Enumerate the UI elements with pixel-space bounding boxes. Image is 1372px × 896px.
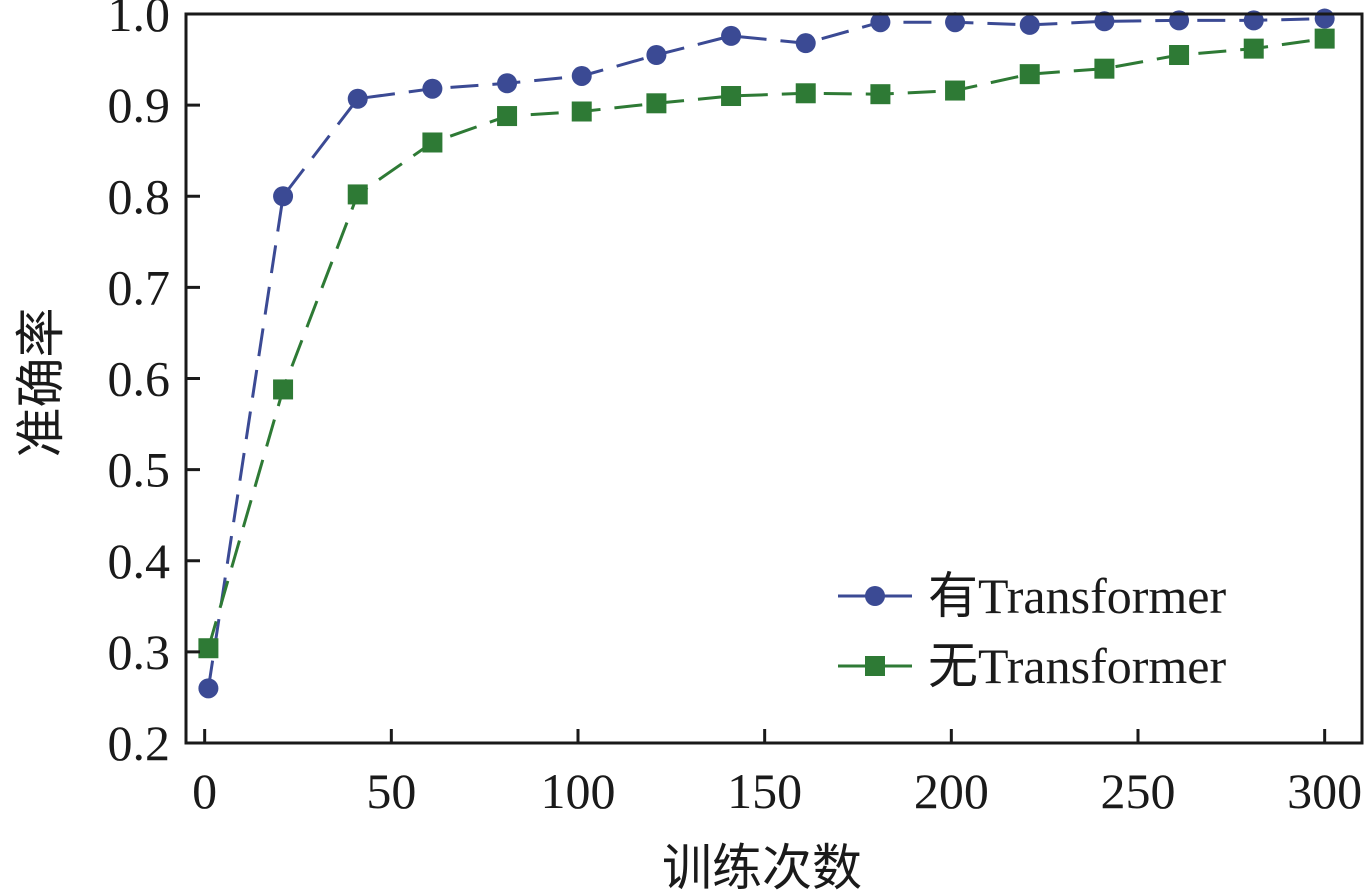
x-tick-label: 200 [914,763,989,819]
y-tick-label: 0.2 [108,715,171,771]
data-point [945,12,966,33]
data-point [1169,45,1190,66]
legend-marker [865,586,885,606]
legend-item: 有Transformer [838,568,1226,624]
series-2 [198,28,1335,659]
y-tick-label: 0.9 [108,77,171,133]
legend: 有Transformer 无Transformer [838,568,1226,694]
y-tick-label: 0.6 [108,351,171,407]
y-tick-label: 0.4 [108,533,171,589]
data-point [945,80,966,101]
data-point [571,65,592,86]
y-tick-label: 1.0 [108,0,171,42]
y-tick-label: 0.3 [108,624,171,680]
data-point [347,184,368,205]
x-axis-title: 训练次数 [662,839,862,896]
x-axis-tick-labels: 0 50 100 150 200 250 300 [192,763,1362,819]
x-tick-label: 0 [192,763,217,819]
data-point [273,379,294,400]
y-tick-label: 0.5 [108,442,171,498]
data-point [1019,64,1040,85]
legend-marker [865,656,885,676]
data-point [795,33,816,54]
plot-frame [184,12,1364,745]
data-point [497,106,518,127]
legend-label: 有Transformer [928,568,1226,624]
data-point [870,12,891,33]
series-1 [198,8,1335,699]
data-point [721,25,742,46]
data-point [721,86,742,107]
x-tick-label: 100 [541,763,616,819]
data-point [1314,8,1335,29]
y-axis-tick-labels: 0.2 0.3 0.4 0.5 0.6 0.7 0.8 0.9 1.0 [108,0,171,771]
x-tick-label: 50 [366,763,416,819]
y-tick-label: 0.8 [108,168,171,224]
data-point [646,45,667,66]
legend-label: 无Transformer [928,638,1226,694]
data-point [198,638,219,659]
data-point [1314,28,1335,49]
series-line [206,37,1325,649]
data-point [1094,58,1115,79]
data-point [198,678,219,699]
data-point [795,83,816,104]
y-tick-label: 0.7 [108,259,171,315]
data-point [1019,14,1040,35]
data-point [870,84,891,105]
data-point [273,186,294,207]
data-point [347,88,368,109]
legend-item: 无Transformer [838,638,1226,694]
data-point [571,101,592,122]
y-axis-title: 准确率 [12,308,70,458]
series-layer [198,8,1335,699]
x-tick-label: 250 [1101,763,1176,819]
data-point [422,132,443,153]
axis-ticks [186,12,1327,745]
x-tick-label: 150 [727,763,802,819]
data-point [422,78,443,99]
data-point [1243,38,1264,59]
data-point [497,73,518,94]
x-tick-label: 300 [1287,763,1362,819]
data-point [646,93,667,114]
data-point [1094,11,1115,32]
